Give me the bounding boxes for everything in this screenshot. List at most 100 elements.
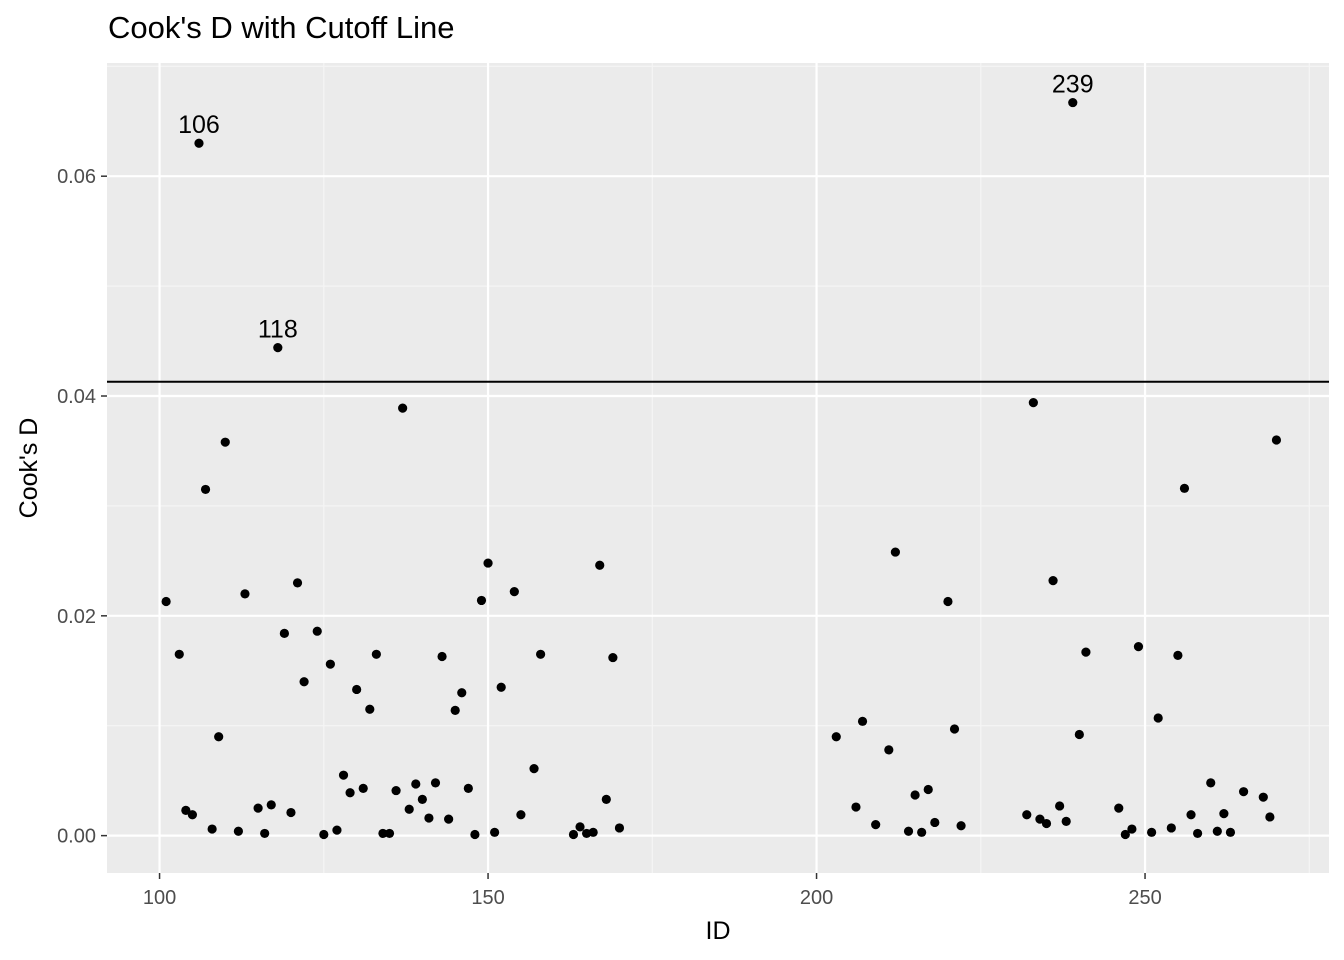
data-point	[299, 677, 309, 687]
data-point	[174, 649, 184, 659]
data-point	[857, 716, 868, 726]
data-point	[1179, 483, 1190, 493]
data-point	[470, 829, 480, 840]
data-point	[1265, 812, 1275, 822]
data-point	[207, 824, 217, 834]
data-point	[490, 827, 500, 837]
data-point	[286, 807, 296, 818]
data-point	[1147, 827, 1157, 837]
x-tick-label: 250	[1128, 887, 1161, 909]
data-point	[352, 684, 362, 695]
y-tick-label: 0.02	[57, 606, 96, 628]
data-point	[273, 343, 283, 353]
x-tick-label: 150	[471, 887, 504, 909]
data-point	[917, 827, 927, 837]
data-point	[1271, 435, 1282, 445]
data-point	[1133, 641, 1144, 652]
data-point	[181, 805, 191, 815]
data-point	[1206, 778, 1216, 788]
point-label-118: 118	[258, 316, 298, 344]
data-point	[890, 547, 900, 557]
data-point	[1238, 787, 1249, 797]
minor-gridlines	[107, 63, 1329, 873]
data-point	[1153, 713, 1163, 723]
data-point	[1055, 801, 1065, 811]
data-point	[949, 724, 960, 734]
data-point	[483, 558, 493, 568]
data-point	[1166, 823, 1176, 833]
data-point	[1127, 824, 1137, 834]
plot-panel	[107, 63, 1329, 873]
y-tick-label: 0.00	[57, 826, 96, 848]
data-point	[260, 828, 270, 839]
data-point	[332, 825, 342, 835]
data-point	[266, 800, 276, 810]
data-point	[871, 820, 881, 830]
data-point	[595, 560, 605, 570]
data-point	[588, 827, 598, 837]
data-point	[1258, 792, 1268, 802]
data-point	[430, 778, 441, 788]
data-point	[943, 596, 953, 607]
data-point	[325, 659, 335, 669]
data-point	[253, 803, 263, 813]
data-point	[384, 828, 395, 839]
data-point	[536, 649, 546, 659]
data-point	[956, 821, 966, 831]
data-point	[1173, 650, 1183, 660]
y-tick-label: 0.04	[57, 386, 96, 408]
data-point	[614, 823, 625, 833]
x-tick-label: 200	[800, 887, 833, 909]
data-point	[930, 817, 940, 828]
data-point	[358, 783, 368, 793]
point-labels: 106 118 239	[178, 71, 1094, 344]
data-point	[1212, 826, 1222, 836]
x-tick-label: 100	[143, 887, 176, 909]
data-point	[1074, 729, 1084, 740]
data-point	[910, 790, 920, 800]
data-point	[1068, 97, 1078, 108]
data-point	[568, 829, 579, 840]
point-label-106: 106	[178, 111, 220, 139]
data-point	[292, 578, 303, 588]
data-point	[279, 628, 289, 639]
data-point	[903, 826, 914, 836]
data-point	[319, 829, 329, 840]
data-point	[1041, 818, 1052, 829]
data-point	[1061, 816, 1071, 826]
data-point	[476, 595, 487, 606]
data-point	[463, 783, 473, 793]
data-point	[923, 784, 933, 795]
data-point	[450, 705, 460, 715]
data-point	[1114, 803, 1124, 813]
y-axis-title: Cook's D	[15, 418, 43, 519]
data-point	[338, 770, 349, 780]
data-point	[444, 814, 454, 824]
data-point	[398, 403, 408, 413]
data-point	[1022, 810, 1032, 820]
data-point	[1193, 828, 1203, 839]
data-point	[509, 587, 519, 597]
data-point	[1219, 809, 1229, 819]
data-point	[608, 652, 618, 663]
data-point	[187, 810, 198, 820]
data-point	[516, 810, 526, 820]
x-axis-title: ID	[706, 917, 731, 945]
data-point	[1081, 647, 1091, 657]
data-point	[378, 828, 388, 839]
point-label-239: 239	[1052, 71, 1094, 99]
data-points	[161, 97, 1282, 840]
data-point	[220, 437, 230, 447]
data-point	[371, 649, 381, 659]
data-point	[424, 813, 434, 823]
y-axis: 0.00 0.02 0.04 0.06	[57, 166, 107, 848]
data-point	[575, 822, 585, 832]
data-point	[851, 802, 861, 812]
data-point	[1186, 810, 1196, 820]
data-point	[240, 589, 250, 599]
data-point	[496, 682, 506, 692]
data-point	[1048, 576, 1058, 586]
x-axis: 100 150 200 250	[143, 873, 1162, 909]
data-point	[1120, 829, 1130, 840]
